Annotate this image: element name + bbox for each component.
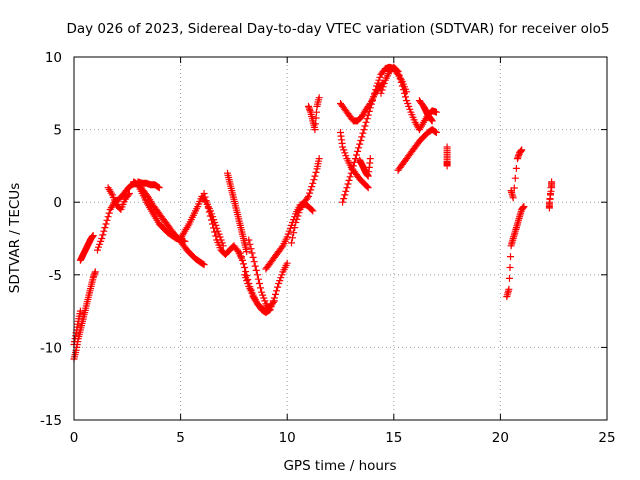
data-point-markers <box>130 178 189 245</box>
y-tick-label: 10 <box>45 50 62 66</box>
data-point-markers <box>224 169 251 256</box>
series-arc-9 <box>200 190 246 264</box>
data-point-markers <box>134 178 163 192</box>
series-arc-7 <box>134 178 163 192</box>
series-arc-14 <box>262 200 317 273</box>
x-tick-label: 0 <box>70 430 79 446</box>
data-point-markers <box>262 200 317 273</box>
x-tick-label: 5 <box>176 430 185 446</box>
series-arc-5 <box>104 184 133 213</box>
data-point-markers <box>70 268 99 363</box>
data-series <box>70 63 556 363</box>
data-point-markers <box>377 63 440 134</box>
series-arc-25 <box>503 203 528 301</box>
grid <box>74 57 607 420</box>
data-point-markers <box>507 146 526 202</box>
series-arc-24 <box>443 143 451 170</box>
series-arc-15 <box>288 155 323 247</box>
plot-frame <box>73 56 608 421</box>
data-point-markers <box>415 97 436 125</box>
x-axis-label: GPS time / hours <box>283 458 396 474</box>
data-point-markers <box>394 126 440 174</box>
y-axis-label: SDTVAR / TECUs <box>7 183 23 293</box>
y-tick-label: -5 <box>49 268 62 284</box>
data-point-markers <box>339 63 411 206</box>
y-tick-label: -15 <box>40 413 62 429</box>
series-arc-20 <box>356 155 374 180</box>
data-point-markers <box>76 232 97 264</box>
series-arc-27 <box>545 178 556 212</box>
data-point-markers <box>356 155 374 180</box>
data-point-markers <box>245 236 274 314</box>
data-point-markers <box>503 203 528 301</box>
data-point-markers <box>545 178 556 212</box>
x-tick-label: 25 <box>598 430 615 446</box>
y-tick-label: 5 <box>53 123 62 139</box>
series-arc-18 <box>339 63 411 206</box>
series-arc-21 <box>377 63 440 134</box>
series-arc-10 <box>224 169 251 256</box>
data-point-markers <box>104 184 133 213</box>
data-point-markers <box>200 190 246 264</box>
series-arc-26 <box>507 146 526 202</box>
series-arc-23 <box>415 97 436 125</box>
x-tick-label: 10 <box>279 430 296 446</box>
series-arc-16 <box>305 94 323 134</box>
series-arc-1 <box>70 268 99 363</box>
data-point-markers <box>443 143 451 170</box>
series-arc-19 <box>337 129 372 192</box>
y-tick-label: 0 <box>53 195 62 211</box>
data-point-markers <box>305 94 323 134</box>
chart-title: Day 026 of 2023, Sidereal Day-to-day VTE… <box>66 21 609 37</box>
series-arc-6 <box>130 178 189 245</box>
axis-ticks: 0 5 10 15 20 25 -15 -10 -5 0 5 10 <box>40 50 616 446</box>
y-tick-label: -10 <box>40 340 62 356</box>
data-point-markers <box>337 129 372 192</box>
series-arc-22 <box>394 126 440 174</box>
x-tick-label: 20 <box>492 430 509 446</box>
series-arc-13 <box>245 236 274 314</box>
x-tick-label: 15 <box>385 430 402 446</box>
data-point-markers <box>288 155 323 247</box>
series-arc-3 <box>76 232 97 264</box>
